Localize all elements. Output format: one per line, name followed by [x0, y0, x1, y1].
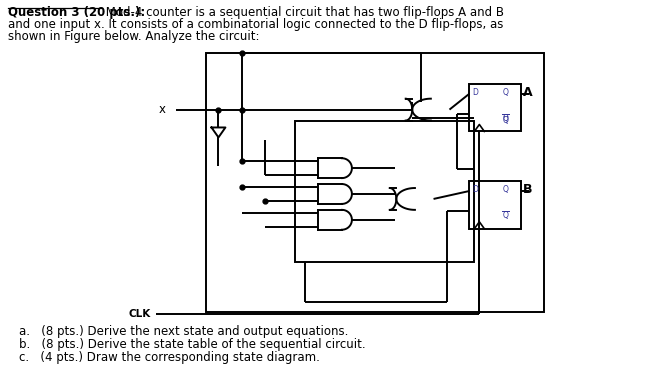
Text: Q: Q: [502, 211, 508, 220]
Text: Question 3 (20 pts.):: Question 3 (20 pts.):: [9, 6, 146, 19]
Text: A: A: [523, 86, 533, 99]
Bar: [470, 84, 521, 131]
Bar: [470, 181, 521, 229]
Text: a.   (8 pts.) Derive the next state and output equations.: a. (8 pts.) Derive the next state and ou…: [20, 325, 349, 338]
Text: CLK: CLK: [128, 309, 151, 319]
Text: and one input x. It consists of a combinatorial logic connected to the D flip-fl: and one input x. It consists of a combin…: [9, 18, 504, 31]
Text: Q̅: Q̅: [502, 115, 508, 125]
Bar: [295, 120, 474, 263]
Text: shown in Figure below. Analyze the circuit:: shown in Figure below. Analyze the circu…: [9, 30, 260, 43]
Text: D: D: [472, 185, 478, 194]
Text: x: x: [159, 103, 165, 116]
Text: D: D: [472, 88, 478, 97]
Text: Q: Q: [502, 185, 508, 194]
Bar: [205, 53, 544, 312]
Text: Mod-4 counter is a sequential circuit that has two flip-flops A and B: Mod-4 counter is a sequential circuit th…: [102, 6, 504, 19]
Text: B: B: [523, 183, 532, 196]
Text: Q: Q: [502, 88, 508, 97]
Text: b.   (8 pts.) Derive the state table of the sequential circuit.: b. (8 pts.) Derive the state table of th…: [20, 338, 366, 351]
Text: Q: Q: [502, 114, 508, 123]
Text: c.   (4 pts.) Draw the corresponding state diagram.: c. (4 pts.) Draw the corresponding state…: [20, 351, 320, 364]
